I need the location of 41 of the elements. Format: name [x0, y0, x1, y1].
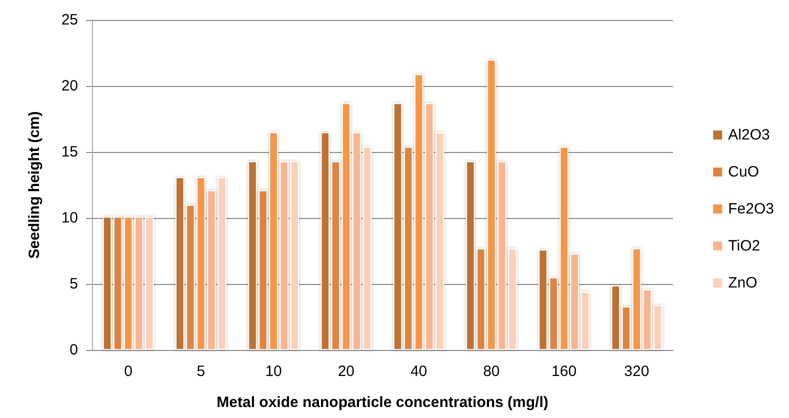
x-tick-label: 0: [124, 363, 132, 380]
y-axis-title: Seedling height (cm): [26, 111, 43, 259]
legend-label: CuO: [728, 164, 759, 180]
legend-label: Fe2O3: [728, 200, 774, 218]
legend-label: ZnO: [728, 274, 758, 292]
x-tick-label: 160: [552, 363, 577, 380]
bar: [352, 132, 362, 350]
bar: [124, 216, 133, 350]
y-tick-label: 5: [70, 276, 78, 292]
y-tick-label: 0: [70, 342, 78, 358]
bar: [320, 132, 330, 350]
bar: [611, 285, 620, 350]
bar: [144, 216, 154, 350]
x-tick-label: 10: [265, 363, 282, 380]
y-tick-label: 15: [61, 144, 78, 160]
x-tick-label: 20: [338, 363, 355, 380]
bar: [362, 146, 372, 350]
bar: [653, 305, 662, 350]
bar: [642, 289, 652, 350]
legend-label: TiO2: [728, 238, 760, 254]
x-tick-label: 320: [624, 363, 650, 380]
x-tick-label: 40: [410, 363, 428, 380]
bar: [404, 146, 413, 350]
y-tick-label: 25: [61, 12, 78, 28]
y-tick-label: 10: [61, 210, 78, 226]
bar: [113, 216, 122, 350]
bar: [622, 306, 631, 350]
bar: [134, 216, 144, 350]
bar: [414, 74, 424, 350]
x-tick-label: 5: [196, 363, 206, 380]
bar: [393, 103, 402, 350]
y-tick-label: 20: [61, 78, 78, 94]
bar: [331, 161, 340, 350]
bar: [342, 103, 351, 350]
bar: [424, 103, 434, 350]
x-tick-label: 80: [483, 363, 500, 380]
x-axis-title: Metal oxide nanoparticle concentrations (mg/l): [216, 394, 548, 411]
bar: [102, 216, 112, 350]
legend-label: Al2O3: [728, 126, 770, 144]
bar: [632, 248, 642, 350]
bar: [435, 132, 444, 350]
